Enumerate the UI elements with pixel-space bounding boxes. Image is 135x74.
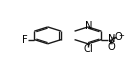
Text: N: N [108,34,115,44]
Text: O: O [108,42,115,52]
Text: F: F [22,35,28,45]
Text: +: + [111,35,116,40]
Text: O: O [115,32,123,42]
Text: Cl: Cl [83,44,93,54]
Text: −: − [118,33,124,39]
Text: N: N [85,21,92,31]
